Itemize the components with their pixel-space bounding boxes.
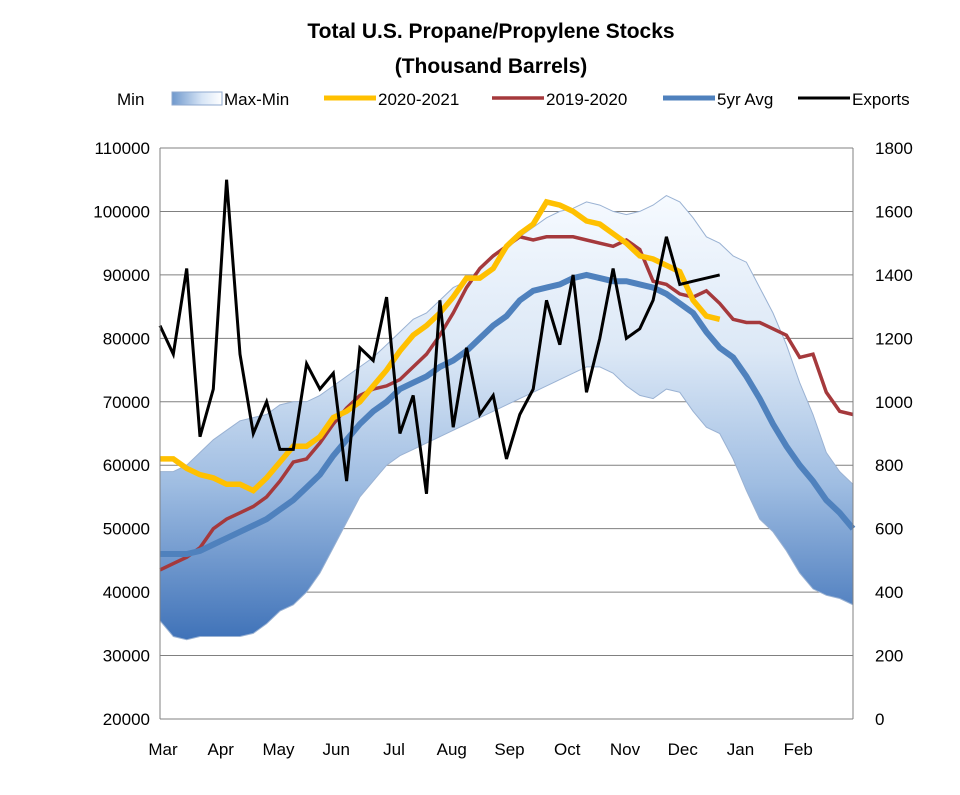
chart-subtitle: (Thousand Barrels) — [395, 55, 588, 78]
legend-label-max-min: Max-Min — [224, 90, 289, 109]
y-left-tick-80000: 80000 — [103, 329, 150, 348]
x-tick-apr: Apr — [208, 740, 235, 759]
legend: Min Max-Min 2020-2021 2019-2020 5yr Avg … — [117, 90, 910, 109]
x-tick-may: May — [262, 740, 295, 759]
y-right-tick-0: 0 — [875, 710, 884, 729]
y-right-tick-600: 600 — [875, 520, 903, 539]
y-right-tick-1200: 1200 — [875, 329, 913, 348]
y-right-tick-200: 200 — [875, 647, 903, 666]
legend-swatch-max-min — [171, 91, 223, 106]
series-line-exports — [158, 179, 721, 495]
y-right-tick-1800: 1800 — [875, 139, 913, 158]
chart-title: Total U.S. Propane/Propylene Stocks — [307, 20, 674, 43]
band-area-max-min — [159, 195, 854, 641]
x-tick-aug: Aug — [437, 740, 467, 759]
y-left-tick-60000: 60000 — [103, 456, 150, 475]
y-left-tick-90000: 90000 — [103, 266, 150, 285]
y-left-tick-40000: 40000 — [103, 583, 150, 602]
x-tick-feb: Feb — [784, 740, 813, 759]
y-right-tick-1000: 1000 — [875, 393, 913, 412]
y-left-tick-50000: 50000 — [103, 520, 150, 539]
legend-label-2020-2021: 2020-2021 — [378, 90, 459, 109]
y-left-tick-100000: 100000 — [93, 202, 150, 221]
legend-label-2019-2020: 2019-2020 — [546, 90, 627, 109]
y-left-tick-20000: 20000 — [103, 710, 150, 729]
legend-label-min: Min — [117, 90, 144, 109]
x-tick-dec: Dec — [668, 740, 699, 759]
x-tick-oct: Oct — [554, 740, 581, 759]
series-line-5yr-avg — [160, 271, 856, 557]
x-tick-jul: Jul — [383, 740, 405, 759]
axes — [159, 148, 854, 720]
y-right-tick-800: 800 — [875, 456, 903, 475]
y-right-tick-1600: 1600 — [875, 202, 913, 221]
y-right-tick-400: 400 — [875, 583, 903, 602]
max-min-band — [159, 195, 854, 641]
y-left-tick-70000: 70000 — [103, 393, 150, 412]
legend-label-exports: Exports — [852, 90, 910, 109]
tick-labels: 20000 30000 40000 50000 60000 70000 80000 90000… — [93, 139, 913, 759]
y-left-tick-30000: 30000 — [103, 647, 150, 666]
x-tick-mar: Mar — [148, 740, 178, 759]
legend-label-5yr-avg: 5yr Avg — [717, 90, 773, 109]
y-right-tick-1400: 1400 — [875, 266, 913, 285]
series-lines — [158, 179, 856, 572]
x-tick-jun: Jun — [323, 740, 350, 759]
y-left-tick-110000: 110000 — [95, 139, 150, 158]
x-tick-sep: Sep — [494, 740, 524, 759]
x-tick-nov: Nov — [610, 740, 641, 759]
x-tick-jan: Jan — [727, 740, 754, 759]
